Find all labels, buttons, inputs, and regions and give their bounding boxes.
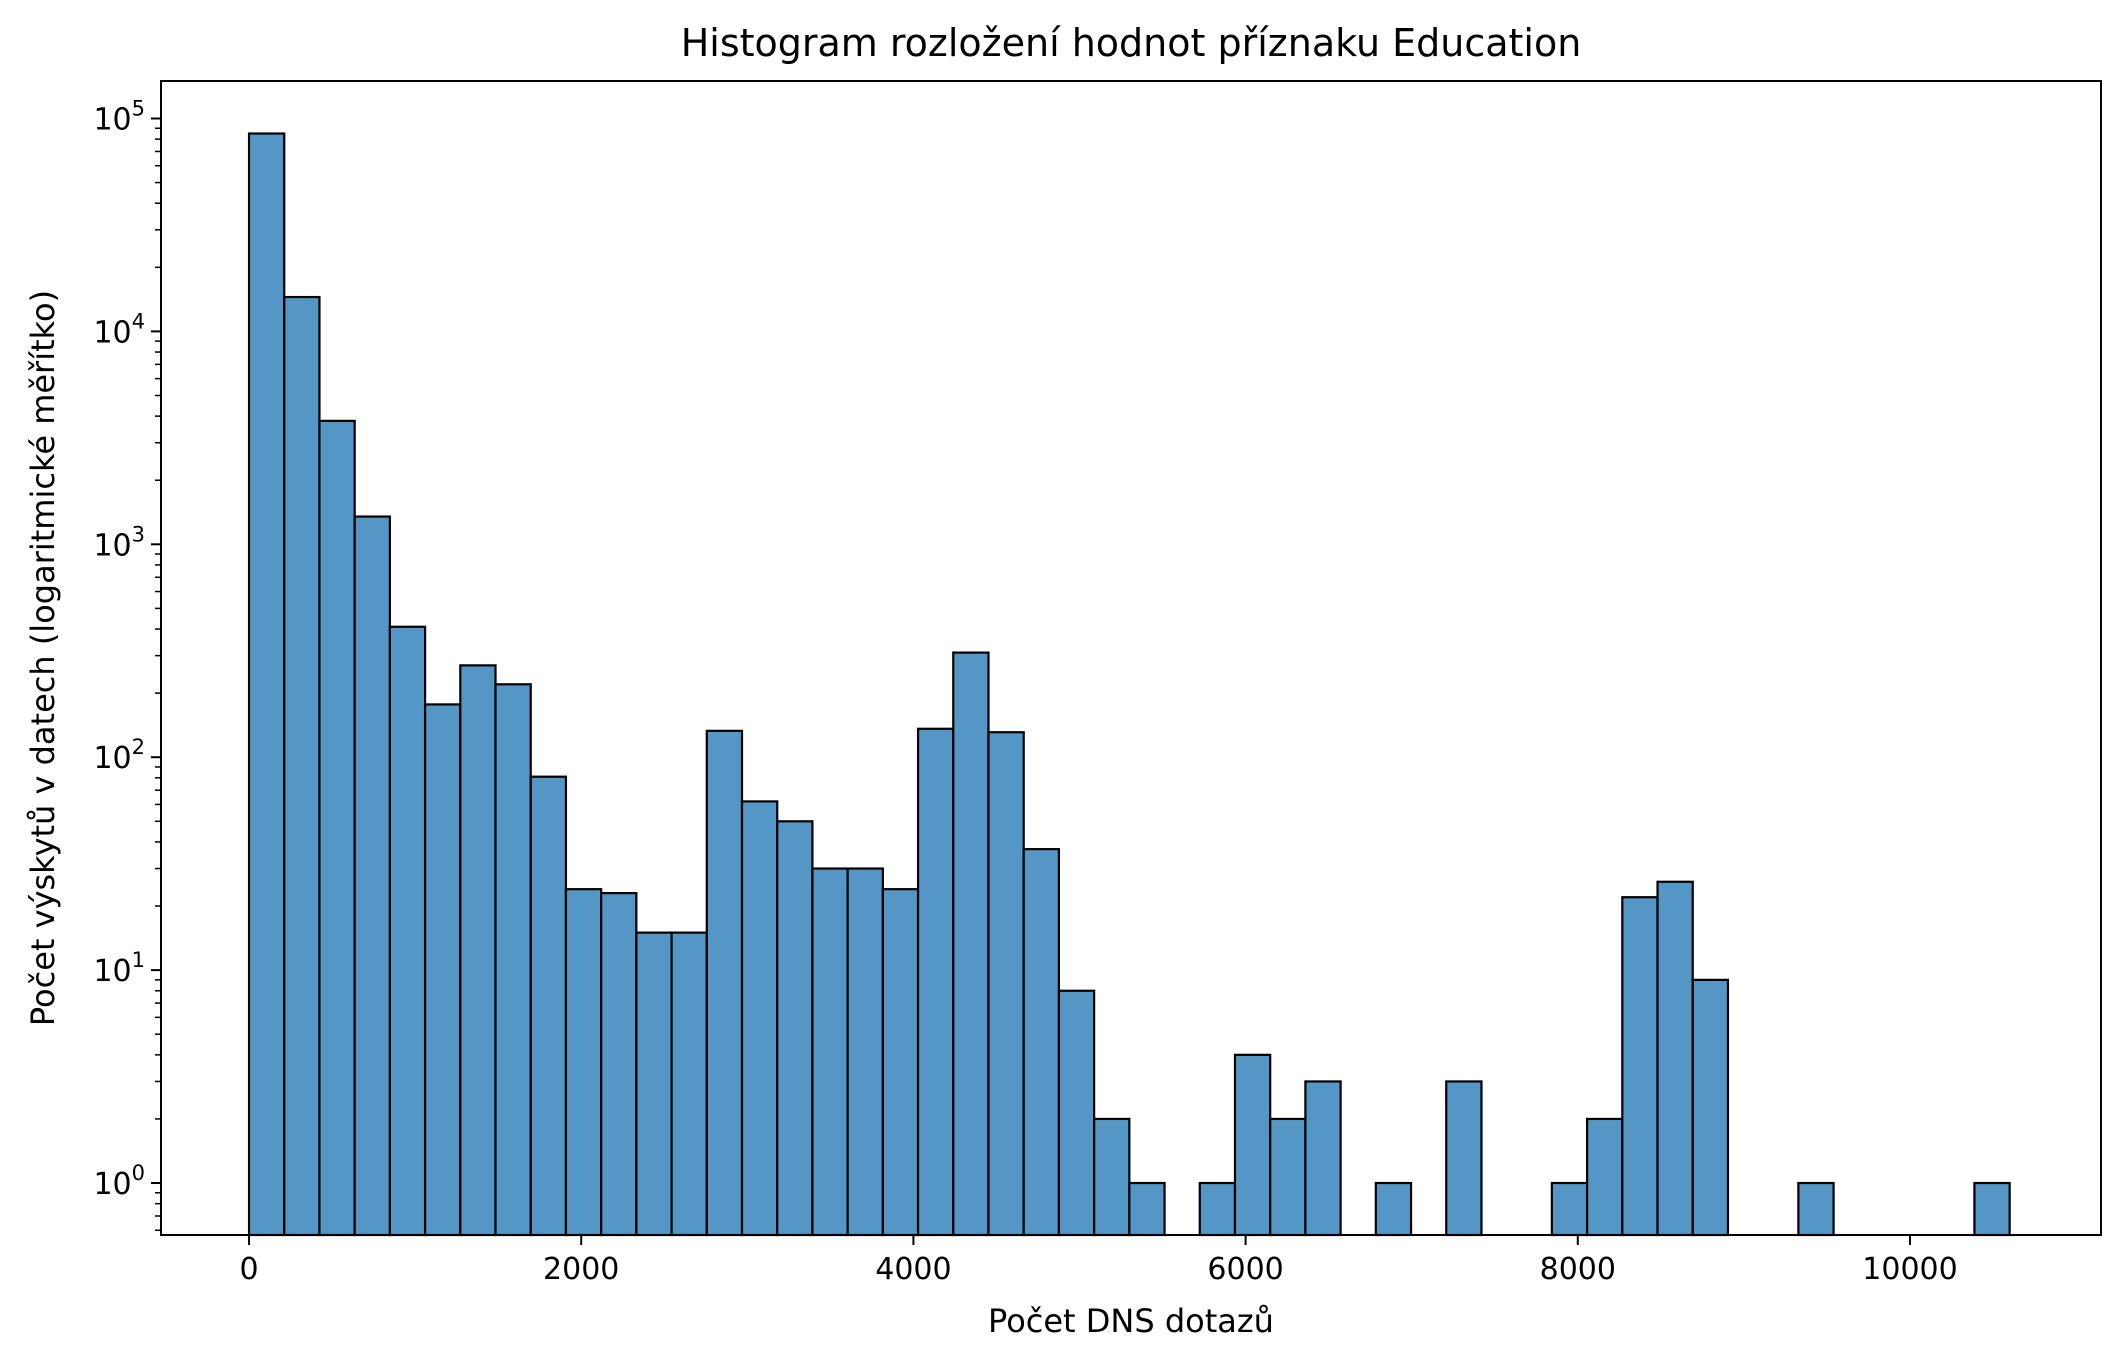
y-tick-label: 102 xyxy=(93,735,145,776)
x-tick-label: 8000 xyxy=(1540,1252,1616,1287)
histogram-bar xyxy=(600,892,638,1237)
histogram-bar xyxy=(1797,1181,1835,1237)
histogram-bar xyxy=(1269,1117,1307,1237)
histogram-bar xyxy=(1445,1080,1483,1237)
y-tick-label: 101 xyxy=(93,948,145,989)
histogram-bar xyxy=(846,867,884,1237)
histogram-bar xyxy=(1973,1181,2011,1237)
histogram-bar xyxy=(740,800,779,1237)
y-axis-ticks: 100 101 102 103 104 105 xyxy=(93,96,161,1202)
chart-title: Histogram rozložení hodnot příznaku Educ… xyxy=(681,21,1582,65)
histogram-bar xyxy=(776,820,814,1237)
histogram-bar xyxy=(1656,880,1694,1237)
histogram-bar xyxy=(1550,1181,1589,1237)
histogram-bar xyxy=(1128,1181,1166,1237)
histogram-bar xyxy=(952,651,990,1237)
histogram-bar xyxy=(881,888,920,1237)
histogram-bar xyxy=(247,132,286,1237)
y-tick-label: 103 xyxy=(93,522,145,563)
histogram-bar xyxy=(1621,896,1659,1237)
histogram-bar xyxy=(1057,989,1096,1237)
histogram-bar xyxy=(1585,1117,1624,1237)
y-tick-label: 104 xyxy=(93,309,145,350)
histogram-bar xyxy=(916,727,955,1237)
histogram-bar xyxy=(987,731,1025,1237)
x-axis-ticks: 0 2000 4000 6000 8000 10000 xyxy=(239,1235,1958,1287)
histogram-bar xyxy=(1691,978,1730,1237)
histogram-bar xyxy=(811,867,849,1237)
x-tick-label: 10000 xyxy=(1862,1252,1957,1287)
histogram-bar xyxy=(353,515,391,1237)
histogram-bar xyxy=(1093,1117,1131,1237)
histogram-bar xyxy=(1374,1181,1413,1237)
histogram-bar xyxy=(283,295,321,1237)
bars-group xyxy=(247,132,2011,1237)
histogram-bar xyxy=(670,931,708,1237)
x-axis-label: Počet DNS dotazů xyxy=(988,1302,1274,1340)
x-tick-label: 6000 xyxy=(1207,1252,1283,1287)
histogram-bar xyxy=(1022,848,1061,1237)
y-tick-label: 105 xyxy=(93,96,145,137)
y-tick-label: 100 xyxy=(93,1161,145,1202)
y-axis-label: Počet výskytů v datech (logaritmické měř… xyxy=(24,290,62,1026)
plot-frame xyxy=(160,80,2102,1236)
histogram-bar xyxy=(529,775,568,1237)
histogram-bar xyxy=(1198,1181,1237,1237)
histogram-bar xyxy=(564,888,603,1237)
histogram-bar xyxy=(1233,1053,1272,1237)
histogram-bar xyxy=(318,419,356,1237)
histogram-bar xyxy=(388,625,427,1237)
histogram-bar xyxy=(423,703,462,1237)
x-tick-label: 4000 xyxy=(875,1252,951,1287)
x-tick-label: 2000 xyxy=(543,1252,619,1287)
histogram-bar xyxy=(705,729,744,1237)
x-tick-label: 0 xyxy=(239,1252,258,1287)
histogram-bar xyxy=(1304,1080,1342,1237)
histogram-bar xyxy=(635,931,673,1237)
histogram-bar xyxy=(459,664,497,1237)
histogram-bar xyxy=(494,683,532,1237)
